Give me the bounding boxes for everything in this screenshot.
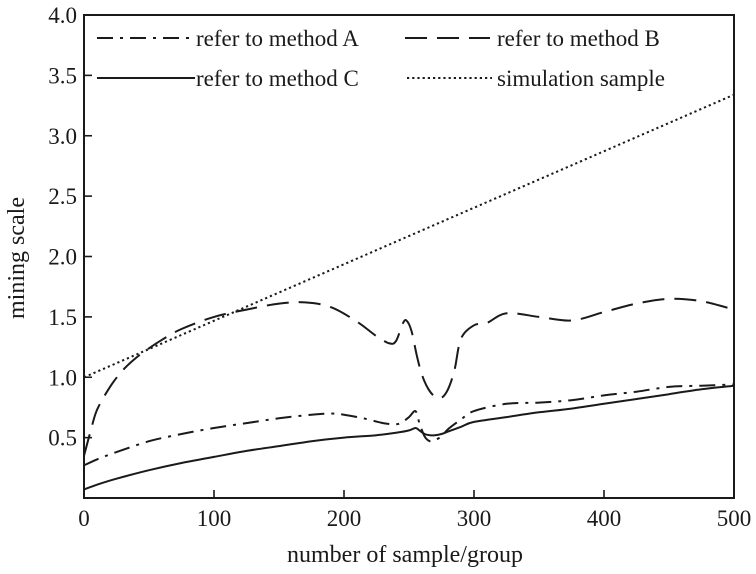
x-tick-label: 300 [457,506,492,531]
y-tick-label: 3.5 [48,63,77,88]
y-tick-label: 3.0 [48,124,77,149]
legend-label: refer to method B [497,26,660,51]
y-tick-label: 1.0 [48,365,77,390]
x-tick-label: 200 [327,506,362,531]
legend: refer to method A refer to method B refer … [97,26,665,91]
legend-label: simulation sample [497,66,665,91]
y-tick-label: 1.5 [48,305,77,330]
x-axis: 0 100 200 300 400 500 [78,490,751,531]
y-axis: 0.5 1.0 1.5 2.0 2.5 3.0 3.5 4.0 [48,3,92,451]
x-tick-label: 500 [717,506,752,531]
legend-label: refer to method A [196,26,359,51]
legend-label: refer to method C [196,66,359,91]
y-tick-label: 2.0 [48,245,77,270]
series-line-3 [83,93,735,379]
series-line-0 [83,383,735,467]
x-tick-label: 400 [587,506,622,531]
series-line-2 [83,384,735,491]
y-tick-label: 4.0 [48,3,77,28]
y-axis-title: mining scale [4,197,30,319]
x-axis-title: number of sample/group [287,542,523,568]
y-tick-label: 0.5 [48,426,77,451]
y-tick-label: 2.5 [48,184,77,209]
series-line-1 [83,297,735,456]
x-tick-label: 0 [78,506,90,531]
series-layer [83,93,735,491]
x-tick-label: 100 [197,506,232,531]
